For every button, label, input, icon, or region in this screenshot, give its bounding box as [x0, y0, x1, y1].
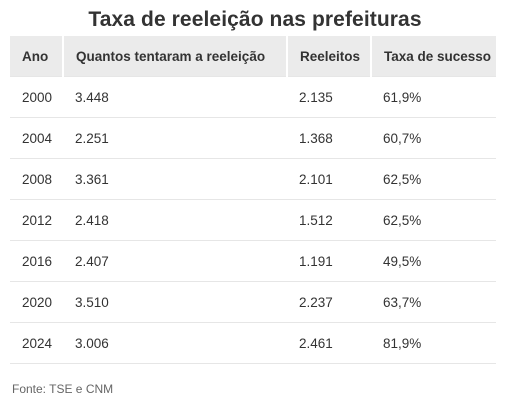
cell-tentaram: 2.251	[63, 117, 287, 159]
table-row: 2000 3.448 2.135 61,9%	[10, 76, 496, 118]
column-header-ano: Ano	[10, 36, 64, 77]
cell-reeleitos: 1.191	[287, 240, 371, 282]
cell-taxa: 49,5%	[371, 240, 496, 282]
cell-reeleitos: 2.461	[287, 322, 371, 364]
column-header-taxa: Taxa de sucesso	[371, 36, 496, 77]
cell-ano: 2008	[10, 158, 63, 200]
table-row: 2020 3.510 2.237 63,7%	[10, 281, 496, 323]
cell-reeleitos: 2.237	[287, 281, 371, 323]
cell-taxa: 63,7%	[371, 281, 496, 323]
table-header-row: Ano Quantos tentaram a reeleição Reeleit…	[10, 36, 496, 77]
table-row: 2008 3.361 2.101 62,5%	[10, 158, 496, 200]
cell-reeleitos: 1.368	[287, 117, 371, 159]
table-row: 2024 3.006 2.461 81,9%	[10, 322, 496, 364]
cell-taxa: 62,5%	[371, 158, 496, 200]
cell-taxa: 61,9%	[371, 76, 496, 118]
table-row: 2004 2.251 1.368 60,7%	[10, 117, 496, 159]
column-header-tentaram: Quantos tentaram a reeleição	[63, 36, 288, 77]
cell-ano: 2000	[10, 76, 63, 118]
cell-taxa: 81,9%	[371, 322, 496, 364]
cell-ano: 2024	[10, 322, 63, 364]
cell-tentaram: 3.006	[63, 322, 287, 364]
cell-tentaram: 3.361	[63, 158, 287, 200]
cell-tentaram: 2.418	[63, 199, 287, 241]
cell-reeleitos: 2.135	[287, 76, 371, 118]
cell-ano: 2004	[10, 117, 63, 159]
cell-reeleitos: 2.101	[287, 158, 371, 200]
cell-tentaram: 2.407	[63, 240, 287, 282]
cell-tentaram: 3.448	[63, 76, 287, 118]
cell-taxa: 62,5%	[371, 199, 496, 241]
source-note: Fonte: TSE e CNM	[12, 382, 114, 396]
reelection-table: Ano Quantos tentaram a reeleição Reeleit…	[10, 36, 496, 364]
table-row: 2016 2.407 1.191 49,5%	[10, 240, 496, 282]
cell-ano: 2012	[10, 199, 63, 241]
cell-taxa: 60,7%	[371, 117, 496, 159]
cell-ano: 2020	[10, 281, 63, 323]
page-title: Taxa de reeleição nas prefeituras	[88, 8, 422, 31]
column-header-reeleitos: Reeleitos	[287, 36, 372, 77]
cell-reeleitos: 1.512	[287, 199, 371, 241]
cell-tentaram: 3.510	[63, 281, 287, 323]
cell-ano: 2016	[10, 240, 63, 282]
table-row: 2012 2.418 1.512 62,5%	[10, 199, 496, 241]
